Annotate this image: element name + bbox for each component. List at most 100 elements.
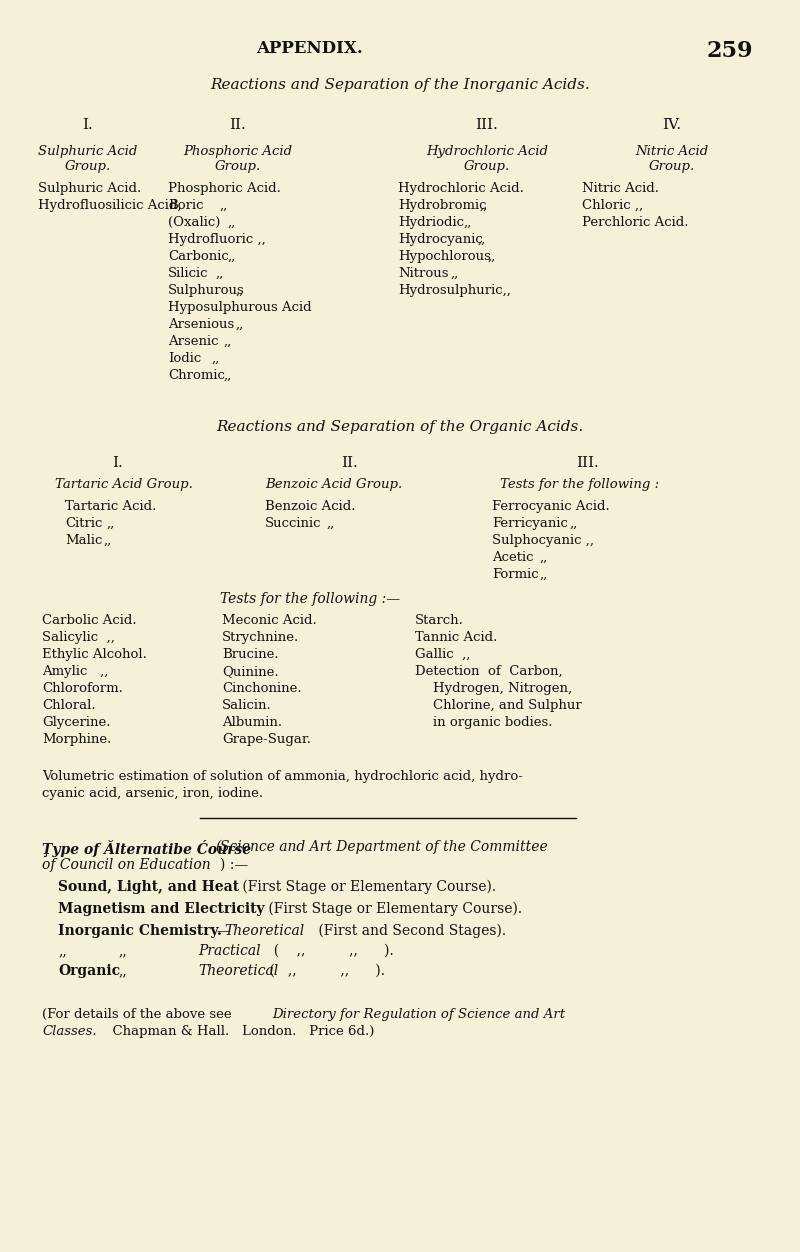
Text: Hydrofluoric ,,: Hydrofluoric ,, — [168, 233, 266, 245]
Text: Phosphoric Acid: Phosphoric Acid — [183, 145, 293, 158]
Text: Sulphurous: Sulphurous — [168, 284, 245, 297]
Text: Grape-Sugar.: Grape-Sugar. — [222, 732, 311, 746]
Text: Ţype of Ălternatibe Ćourse: Ţype of Ălternatibe Ćourse — [42, 840, 256, 858]
Text: Reactions and Separation of the Inorganic Acids.: Reactions and Separation of the Inorgani… — [210, 78, 590, 91]
Text: Detection  of  Carbon,: Detection of Carbon, — [415, 665, 562, 679]
Text: IV.: IV. — [662, 118, 682, 131]
Text: Sound, Light, and Heat: Sound, Light, and Heat — [58, 880, 239, 894]
Text: Hypochlorous: Hypochlorous — [398, 250, 491, 263]
Text: I.: I. — [82, 118, 94, 131]
Text: II.: II. — [230, 118, 246, 131]
Text: Hydrogen, Nitrogen,: Hydrogen, Nitrogen, — [433, 682, 572, 695]
Text: Ferrocyanic Acid.: Ferrocyanic Acid. — [492, 500, 610, 513]
Text: ,,: ,, — [488, 250, 496, 263]
Text: ,,: ,, — [212, 352, 220, 366]
Text: Citric: Citric — [65, 517, 102, 530]
Text: Directory for Regulation of Science and Art: Directory for Regulation of Science and … — [272, 1008, 565, 1020]
Text: Hydrochloric Acid: Hydrochloric Acid — [426, 145, 548, 158]
Text: Benzoic Acid Group.: Benzoic Acid Group. — [265, 478, 402, 491]
Text: (For details of the above see: (For details of the above see — [42, 1008, 236, 1020]
Text: ,,: ,, — [224, 336, 232, 348]
Text: ,,: ,, — [236, 284, 244, 297]
Text: Tests for the following :: Tests for the following : — [500, 478, 659, 491]
Text: ,,: ,, — [118, 964, 126, 978]
Text: Hyposulphurous Acid: Hyposulphurous Acid — [168, 300, 312, 314]
Text: (   ,,          ,,      ).: ( ,, ,, ). — [265, 964, 385, 978]
Text: (Oxalic): (Oxalic) — [168, 217, 220, 229]
Text: Carbonic: Carbonic — [168, 250, 229, 263]
Text: Chloric ,,: Chloric ,, — [582, 199, 643, 212]
Text: (: ( — [215, 840, 220, 854]
Text: Group.: Group. — [649, 160, 695, 173]
Text: ,,: ,, — [107, 517, 115, 530]
Text: (First Stage or Elementary Course).: (First Stage or Elementary Course). — [264, 901, 522, 916]
Text: Hydrochloric Acid.: Hydrochloric Acid. — [398, 182, 524, 195]
Text: Morphine.: Morphine. — [42, 732, 111, 746]
Text: Ferricyanic: Ferricyanic — [492, 517, 568, 530]
Text: I.: I. — [113, 456, 123, 470]
Text: Theoretical: Theoretical — [224, 924, 304, 938]
Text: Chapman & Hall.   London.   Price 6d.): Chapman & Hall. London. Price 6d.) — [104, 1025, 374, 1038]
Text: ,,: ,, — [478, 233, 486, 245]
Text: ,,: ,, — [480, 199, 488, 212]
Text: Tartaric Acid.: Tartaric Acid. — [65, 500, 156, 513]
Text: Tannic Acid.: Tannic Acid. — [415, 631, 498, 644]
Text: III.: III. — [476, 118, 498, 131]
Text: Brucine.: Brucine. — [222, 649, 278, 661]
Text: Chloroform.: Chloroform. — [42, 682, 123, 695]
Text: Volumetric estimation of solution of ammonia, hydrochloric acid, hydro-: Volumetric estimation of solution of amm… — [42, 770, 523, 782]
Text: ,,: ,, — [451, 267, 459, 280]
Text: Sulphuric Acid: Sulphuric Acid — [38, 145, 138, 158]
Text: Group.: Group. — [65, 160, 111, 173]
Text: ,,: ,, — [118, 944, 126, 958]
Text: Practical: Practical — [198, 944, 261, 958]
Text: Salicylic  ,,: Salicylic ,, — [42, 631, 115, 644]
Text: Nitric Acid.: Nitric Acid. — [582, 182, 659, 195]
Text: Classes.: Classes. — [42, 1025, 97, 1038]
Text: Perchloric Acid.: Perchloric Acid. — [582, 217, 689, 229]
Text: cyanic acid, arsenic, iron, iodine.: cyanic acid, arsenic, iron, iodine. — [42, 788, 263, 800]
Text: Science and Art Department of the Committee: Science and Art Department of the Commit… — [220, 840, 548, 854]
Text: APPENDIX.: APPENDIX. — [257, 40, 363, 58]
Text: ,,: ,, — [58, 944, 66, 958]
Text: Silicic: Silicic — [168, 267, 209, 280]
Text: Ethylic Alcohol.: Ethylic Alcohol. — [42, 649, 147, 661]
Text: ,,: ,, — [224, 369, 232, 382]
Text: Starch.: Starch. — [415, 613, 464, 627]
Text: Gallic  ,,: Gallic ,, — [415, 649, 470, 661]
Text: (First and Second Stages).: (First and Second Stages). — [314, 924, 506, 939]
Text: Reactions and Separation of the Organic Acids.: Reactions and Separation of the Organic … — [216, 419, 584, 434]
Text: Chromic: Chromic — [168, 369, 225, 382]
Text: Cinchonine.: Cinchonine. — [222, 682, 302, 695]
Text: ,,: ,, — [216, 267, 224, 280]
Text: Succinic: Succinic — [265, 517, 322, 530]
Text: in organic bodies.: in organic bodies. — [433, 716, 553, 729]
Text: Sulphuric Acid.: Sulphuric Acid. — [38, 182, 142, 195]
Text: Acetic: Acetic — [492, 551, 534, 563]
Text: Salicin.: Salicin. — [222, 699, 272, 712]
Text: ,,: ,, — [464, 217, 472, 229]
Text: ,,: ,, — [228, 250, 236, 263]
Text: Meconic Acid.: Meconic Acid. — [222, 613, 317, 627]
Text: Magnetism and Electricity: Magnetism and Electricity — [58, 901, 265, 916]
Text: Arsenic: Arsenic — [168, 336, 218, 348]
Text: Chloral.: Chloral. — [42, 699, 96, 712]
Text: Amylic   ,,: Amylic ,, — [42, 665, 108, 679]
Text: Organic: Organic — [58, 964, 120, 978]
Text: Phosphoric Acid.: Phosphoric Acid. — [168, 182, 281, 195]
Text: Inorganic Chemistry.: Inorganic Chemistry. — [58, 924, 222, 938]
Text: Group.: Group. — [215, 160, 261, 173]
Text: (    ,,          ,,      ).: ( ,, ,, ). — [265, 944, 394, 958]
Text: ) :—: ) :— — [220, 858, 248, 871]
Text: ,,: ,, — [540, 568, 548, 581]
Text: ,,: ,, — [540, 551, 548, 563]
Text: Formic: Formic — [492, 568, 538, 581]
Text: II.: II. — [342, 456, 358, 470]
Text: Nitric Acid: Nitric Acid — [635, 145, 709, 158]
Text: Theoretical: Theoretical — [198, 964, 278, 978]
Text: Iodic: Iodic — [168, 352, 202, 366]
Text: of Council on Education: of Council on Education — [42, 858, 210, 871]
Text: ,,: ,, — [104, 535, 112, 547]
Text: Quinine.: Quinine. — [222, 665, 278, 679]
Text: Tartaric Acid Group.: Tartaric Acid Group. — [55, 478, 193, 491]
